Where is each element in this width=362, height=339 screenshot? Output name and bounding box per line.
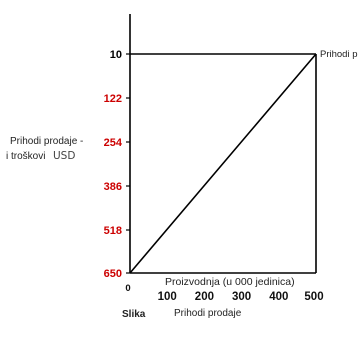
y-tick-label: 254: [104, 137, 123, 149]
series-line: [129, 53, 317, 274]
series-label: Prihodi p: [320, 49, 358, 60]
y-tick-label: 386: [104, 181, 122, 193]
y-tick-label: 10: [110, 49, 122, 61]
y-tick-label: 650: [104, 268, 122, 280]
y-tick-label: 122: [104, 93, 122, 105]
y-tick-label: 518: [104, 225, 122, 237]
x-tick-label: 0: [125, 283, 130, 294]
x-axis-label: Proizvodnja (u 000 jedinica): [165, 276, 295, 288]
y-axis-label-line1: Prihodi prodaje -: [10, 136, 83, 147]
series-lines: Prihodi p: [129, 49, 358, 274]
x-tick-label: 100: [158, 291, 177, 303]
x-tick-label: 500: [304, 291, 323, 303]
x-ticks: 0 100 200 300 400 500: [125, 283, 323, 303]
x-tick-label: 400: [269, 291, 288, 303]
y-axis-unit: USD: [53, 150, 75, 162]
y-ticks: 10 122 254 386 518 650: [104, 49, 130, 280]
y-axis-label-line2: i troškovi: [6, 151, 45, 162]
caption-left: Slika: [122, 309, 146, 320]
x-tick-label: 200: [195, 291, 214, 303]
x-tick-label: 300: [232, 291, 251, 303]
caption-right: Prihodi prodaje: [174, 308, 242, 319]
